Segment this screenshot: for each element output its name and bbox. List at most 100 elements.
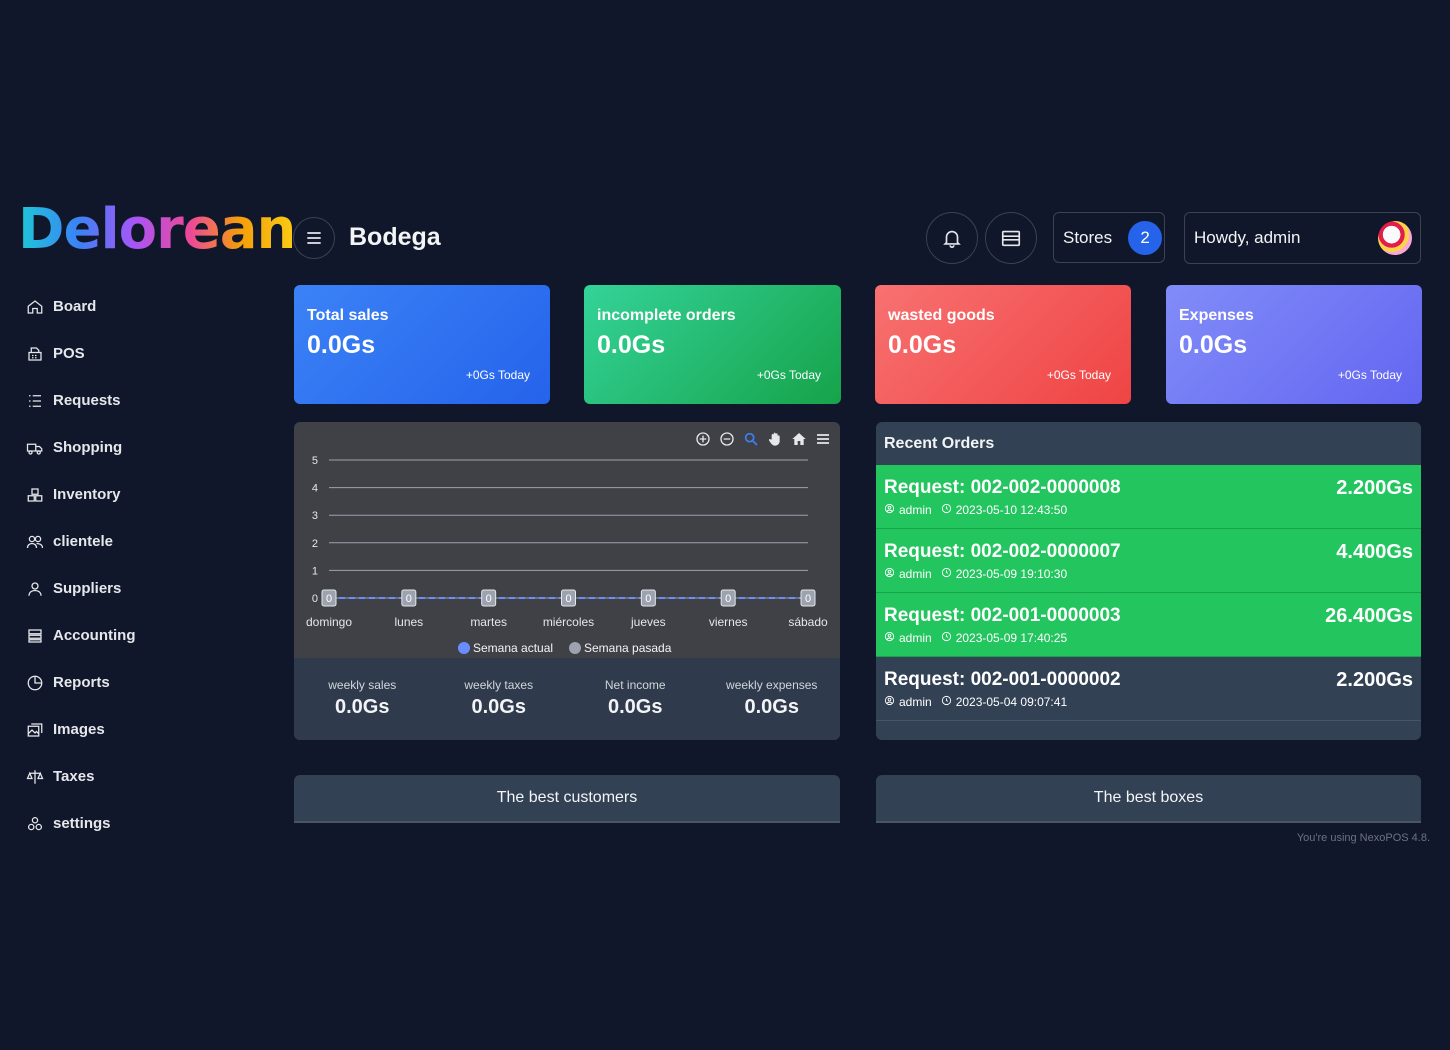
card-title: incomplete orders — [597, 307, 736, 324]
card-title: Expenses — [1179, 307, 1254, 324]
incomplete-orders-card: incomplete orders 0.0Gs +0Gs Today — [584, 285, 841, 404]
y-tick-label: 5 — [312, 455, 318, 467]
sidebar-item-clientele[interactable]: clientele — [24, 518, 264, 565]
data-label: 0 — [725, 593, 731, 605]
order-row[interactable]: Request: 002-002-0000007 4.400Gs admin 2023… — [876, 529, 1421, 593]
weekly-summary: weekly sales 0.0Gs weekly taxes 0.0Gs Ne… — [294, 658, 840, 740]
sidebar-item-label: Board — [53, 298, 97, 315]
cash-icon — [24, 625, 46, 647]
zoom-in-icon[interactable] — [694, 430, 712, 448]
menu-toggle-button[interactable] — [293, 217, 335, 259]
net-income-stat: Net income 0.0Gs — [567, 658, 704, 740]
expenses-card: Expenses 0.0Gs +0Gs Today — [1166, 285, 1422, 404]
x-tick-label: jueves — [630, 615, 666, 629]
notifications-button[interactable] — [926, 212, 978, 264]
weekly-sales-stat: weekly sales 0.0Gs — [294, 658, 431, 740]
chart-menu-icon[interactable] — [814, 430, 832, 448]
gears-icon — [24, 813, 46, 835]
sidebar-item-label: clientele — [53, 533, 114, 550]
x-tick-label: miércoles — [543, 615, 594, 629]
card-value: 0.0Gs — [307, 331, 376, 359]
data-point — [800, 589, 816, 607]
scale-icon — [24, 766, 46, 788]
order-date: 2023-05-04 09:07:41 — [955, 695, 1068, 709]
stores-label: Stores — [1063, 227, 1113, 247]
stat-value: 0.0Gs — [608, 696, 663, 718]
data-point — [401, 589, 417, 607]
chart-pie-icon — [24, 672, 46, 694]
order-amount: 4.400Gs — [1336, 541, 1413, 563]
stores-count-badge: 2 — [1128, 220, 1163, 255]
order-user: admin — [899, 503, 932, 517]
reset-home-icon[interactable] — [790, 430, 808, 448]
x-tick-label: viernes — [709, 615, 748, 629]
sidebar-item-suppliers[interactable]: Suppliers — [24, 565, 264, 612]
legend-marker — [458, 642, 470, 654]
pan-hand-icon[interactable] — [766, 430, 784, 448]
order-row[interactable]: Request: 002-001-0000003 26.400Gs admin 202… — [876, 593, 1421, 657]
card-subtext: +0Gs Today — [465, 368, 530, 382]
brand-logo[interactable]: Delorean — [18, 197, 296, 262]
hamburger-icon — [307, 232, 321, 244]
sidebar-item-pos[interactable]: POS — [24, 330, 264, 377]
card-title: wasted goods — [888, 307, 995, 324]
data-label: 0 — [805, 593, 811, 605]
list-icon — [24, 390, 46, 412]
data-label: 0 — [645, 593, 651, 605]
order-user: admin — [899, 567, 932, 581]
avatar — [1378, 221, 1412, 255]
clock-icon — [941, 503, 956, 517]
y-tick-label: 0 — [312, 593, 318, 605]
order-code: Request: 002-001-0000003 — [884, 605, 1121, 626]
stat-label: weekly sales — [328, 678, 397, 692]
sidebar-item-accounting[interactable]: Accounting — [24, 612, 264, 659]
home-icon — [24, 296, 46, 318]
y-tick-label: 2 — [312, 538, 318, 550]
sidebar-item-shopping[interactable]: Shopping — [24, 424, 264, 471]
chart-toolbar — [694, 430, 832, 448]
users-icon — [24, 531, 46, 553]
pos-icon — [24, 343, 46, 365]
user-circle-icon — [884, 567, 899, 581]
stores-button[interactable]: Stores 2 — [1053, 212, 1165, 263]
sidebar-item-inventory[interactable]: Inventory — [24, 471, 264, 518]
order-meta: admin 2023-05-09 19:10:30 — [884, 567, 1413, 581]
order-row[interactable]: Request: 002-001-0000002 2.200Gs admin 2023… — [876, 657, 1421, 721]
sidebar-item-label: Reports — [53, 674, 110, 691]
order-date: 2023-05-10 12:43:50 — [955, 503, 1068, 517]
user-menu-button[interactable]: Howdy, admin — [1184, 212, 1421, 264]
store-button[interactable] — [985, 212, 1037, 264]
sidebar-item-reports[interactable]: Reports — [24, 659, 264, 706]
sidebar-item-board[interactable]: Board — [24, 283, 264, 330]
card-subtext: +0Gs Today — [1337, 368, 1402, 382]
order-meta: admin 2023-05-09 17:40:25 — [884, 631, 1413, 645]
legend-label: Semana actual — [473, 641, 553, 655]
sidebar-item-taxes[interactable]: Taxes — [24, 753, 264, 800]
search-zoom-icon[interactable] — [742, 430, 760, 448]
images-icon — [24, 719, 46, 741]
order-code: Request: 002-002-0000008 — [884, 477, 1121, 498]
sidebar-item-label: POS — [53, 345, 85, 362]
sidebar: Board POS Requests Shopping Inventory cl… — [24, 283, 264, 847]
user-circle-icon — [884, 695, 899, 709]
sidebar-item-images[interactable]: Images — [24, 706, 264, 753]
sidebar-item-requests[interactable]: Requests — [24, 377, 264, 424]
total-sales-card: Total sales 0.0Gs +0Gs Today — [294, 285, 550, 404]
y-tick-label: 1 — [312, 565, 318, 577]
zoom-out-icon[interactable] — [718, 430, 736, 448]
data-point — [321, 589, 337, 607]
order-row[interactable]: Request: 002-002-0000008 2.200Gs admin 2023… — [876, 465, 1421, 529]
sidebar-item-label: Taxes — [53, 768, 95, 785]
page-title: Bodega — [349, 223, 441, 251]
card-title: Total sales — [307, 307, 389, 324]
clock-icon — [941, 695, 956, 709]
stat-label: weekly expenses — [726, 678, 818, 692]
sidebar-item-label: Accounting — [53, 627, 136, 644]
sidebar-item-settings[interactable]: settings — [24, 800, 264, 847]
legend-label: Semana pasada — [584, 641, 672, 655]
order-amount: 2.200Gs — [1336, 669, 1413, 691]
weekly-chart-panel: 0 1 2 3 4 5 0 0 0 0 0 0 0 domingo lunes martes miércoles… — [294, 422, 840, 740]
order-user: admin — [899, 695, 932, 709]
order-meta: admin 2023-05-04 09:07:41 — [884, 695, 1413, 709]
order-code: Request: 002-001-0000002 — [884, 669, 1121, 690]
